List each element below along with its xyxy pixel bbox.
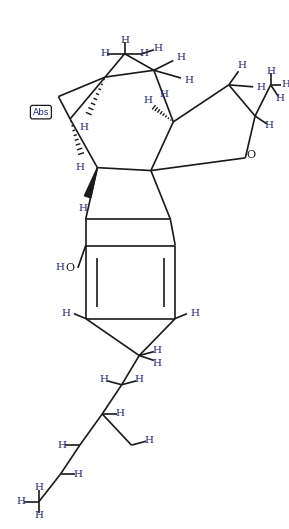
Text: H: H — [152, 359, 161, 368]
Text: H: H — [73, 470, 82, 479]
Text: H: H — [78, 204, 87, 213]
Text: H: H — [152, 346, 161, 355]
Text: H: H — [282, 80, 289, 89]
Text: O: O — [247, 150, 256, 160]
Text: Abs: Abs — [33, 107, 49, 116]
Text: H: H — [56, 263, 65, 272]
Text: H: H — [153, 44, 162, 53]
Text: H: H — [34, 510, 43, 519]
Text: H: H — [276, 94, 285, 103]
Text: H: H — [75, 163, 84, 172]
Text: H: H — [177, 53, 186, 62]
Text: H: H — [62, 309, 71, 318]
Text: H: H — [17, 497, 26, 506]
Text: H: H — [143, 96, 153, 105]
Text: H: H — [58, 441, 67, 450]
Text: H: H — [79, 123, 88, 132]
Text: H: H — [144, 436, 153, 445]
Text: H: H — [266, 67, 275, 76]
Text: H: H — [256, 83, 265, 92]
Text: H: H — [159, 90, 168, 99]
Text: O: O — [66, 263, 75, 273]
Text: H: H — [184, 76, 193, 85]
Polygon shape — [84, 168, 97, 198]
Text: H: H — [190, 309, 199, 318]
Text: H: H — [140, 49, 149, 58]
Text: H: H — [100, 376, 109, 385]
Text: H: H — [120, 35, 129, 44]
Text: H: H — [101, 49, 110, 58]
Text: H: H — [34, 484, 43, 492]
Text: H: H — [115, 409, 124, 418]
Text: H: H — [264, 121, 273, 130]
Text: H: H — [238, 61, 247, 70]
Text: H: H — [135, 376, 144, 385]
